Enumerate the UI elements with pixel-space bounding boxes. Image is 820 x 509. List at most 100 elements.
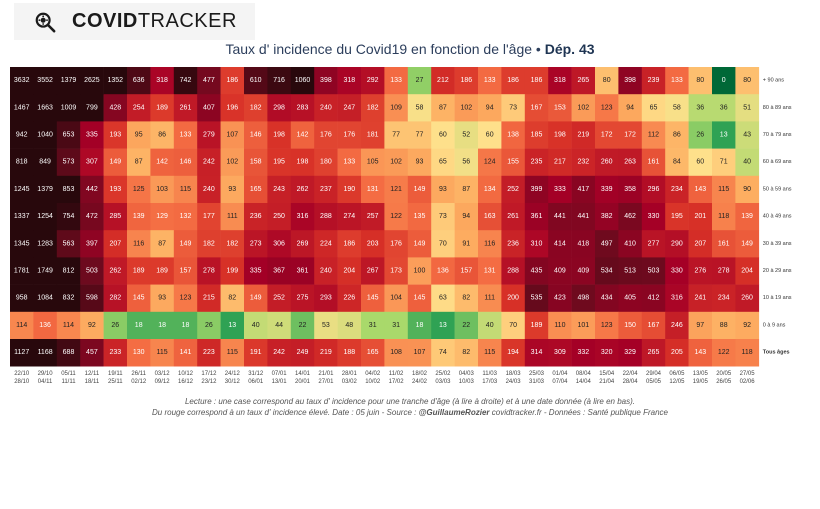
column-label-end: 13/01 <box>272 379 288 385</box>
cell-value-label: 93 <box>416 159 424 166</box>
cell-value-label: 107 <box>414 349 426 356</box>
cell-value-label: 498 <box>577 295 589 302</box>
cell-value-label: 185 <box>531 132 543 139</box>
cell-value-label: 412 <box>648 295 660 302</box>
heatmap-cell <box>571 121 596 149</box>
heatmap-cell <box>361 311 385 340</box>
heatmap-cell <box>735 311 760 340</box>
cell-value-label: 716 <box>273 77 285 84</box>
cell-value-label: 1084 <box>37 295 53 302</box>
logo: COVIDTRACKER <box>14 3 255 40</box>
cell-value-label: 318 <box>156 77 168 84</box>
cell-value-label: 316 <box>671 295 683 302</box>
column-label-end: 03/02 <box>342 379 358 385</box>
heatmap-cell <box>431 148 455 177</box>
column-label-end: 03/03 <box>435 379 451 385</box>
heatmap-cell <box>454 284 479 313</box>
cell-value-label: 410 <box>624 240 636 247</box>
heatmap-cell <box>33 121 58 149</box>
heatmap-cell <box>478 230 502 258</box>
heatmap-cell <box>407 175 432 204</box>
cell-value-label: 263 <box>624 159 636 166</box>
column-label-end: 21/04 <box>599 379 615 385</box>
cell-value-label: 40 <box>486 322 494 329</box>
heatmap-cell <box>641 94 666 122</box>
heatmap-cell <box>103 148 128 177</box>
column-label-start: 28/01 <box>342 371 358 377</box>
cell-value-label: 358 <box>624 186 636 193</box>
cell-value-label: 102 <box>577 104 589 111</box>
cell-value-label: 186 <box>460 77 472 84</box>
cell-value-label: 123 <box>180 295 192 302</box>
heatmap-cell <box>173 148 198 177</box>
column-label-start: 21/01 <box>318 371 334 377</box>
cell-value-label: 207 <box>694 240 706 247</box>
column-label-start: 26/11 <box>131 371 146 377</box>
cell-value-label: 114 <box>16 322 27 329</box>
heatmap-cell <box>314 311 338 340</box>
heatmap-cell <box>244 257 268 285</box>
cell-value-label: 742 <box>180 77 192 84</box>
chart-title-main: Taux d' incidence du Covid19 en fonction… <box>225 41 533 57</box>
column-label-start: 12/11 <box>85 371 100 377</box>
heatmap-cell <box>548 257 572 285</box>
heatmap-cell <box>33 175 58 204</box>
column-label-start: 04/03 <box>459 371 475 377</box>
heatmap-cell <box>290 257 315 285</box>
cell-value-label: 22 <box>462 322 470 329</box>
heatmap-cell <box>80 67 104 95</box>
heatmap-cell <box>267 203 292 231</box>
column-label-start: 11/03 <box>482 371 497 377</box>
cell-value-label: 296 <box>648 186 660 193</box>
cell-value-label: 146 <box>250 132 262 139</box>
cell-value-label: 93 <box>228 186 236 193</box>
cell-value-label: 172 <box>601 132 613 139</box>
heatmap-cell <box>197 257 221 285</box>
heatmap-cell <box>618 175 643 204</box>
heatmap-cell <box>595 94 619 122</box>
column-label-start: 29/10 <box>38 371 54 377</box>
column-label-end: 07/04 <box>552 379 568 385</box>
cell-value-label: 188 <box>343 349 355 356</box>
heatmap-cell <box>33 67 58 95</box>
cell-value-label: 165 <box>250 186 262 193</box>
heatmap-cell <box>571 175 596 204</box>
cell-value-label: 26 <box>205 322 213 329</box>
heatmap-cell <box>10 203 34 231</box>
cell-value-label: 563 <box>63 240 75 247</box>
heatmap-cell <box>571 311 596 340</box>
heatmap-cell <box>501 339 526 367</box>
logo-text-thin: TRACKER <box>137 10 237 32</box>
heatmap-cell <box>197 175 221 204</box>
heatmap-cell <box>501 121 526 149</box>
cell-value-label: 818 <box>16 159 28 166</box>
heatmap-cell <box>595 148 619 177</box>
cell-value-label: 186 <box>507 77 519 84</box>
heatmap-cell <box>337 257 362 285</box>
column-label-start: 11/02 <box>389 371 404 377</box>
cell-value-label: 3632 <box>14 77 30 84</box>
cell-value-label: 399 <box>531 186 543 193</box>
heatmap-cell <box>712 67 736 95</box>
cell-value-label: 250 <box>273 213 285 220</box>
heatmap-cell <box>501 203 526 231</box>
cell-value-label: 329 <box>624 349 636 356</box>
logo-text: COVIDTRACKER <box>72 10 237 33</box>
column-label-end: 11/11 <box>61 379 76 385</box>
cell-value-label: 97 <box>696 322 704 329</box>
heatmap-cell <box>361 175 385 204</box>
column-label-end: 28/04 <box>623 379 639 385</box>
cell-value-label: 158 <box>250 159 262 166</box>
cell-value-label: 283 <box>297 104 309 111</box>
column-label-start: 08/04 <box>576 371 592 377</box>
cell-value-label: 2625 <box>84 77 100 84</box>
heatmap-cell <box>548 67 572 95</box>
cell-value-label: 145 <box>414 295 426 302</box>
column-label-end: 27/01 <box>318 379 334 385</box>
heatmap-cell <box>56 94 81 122</box>
footer-source: Du rouge correspond à un taux d' inciden… <box>0 408 820 417</box>
heatmap-cell <box>501 284 526 313</box>
cell-value-label: 275 <box>297 295 309 302</box>
cell-value-label: 177 <box>203 213 215 220</box>
